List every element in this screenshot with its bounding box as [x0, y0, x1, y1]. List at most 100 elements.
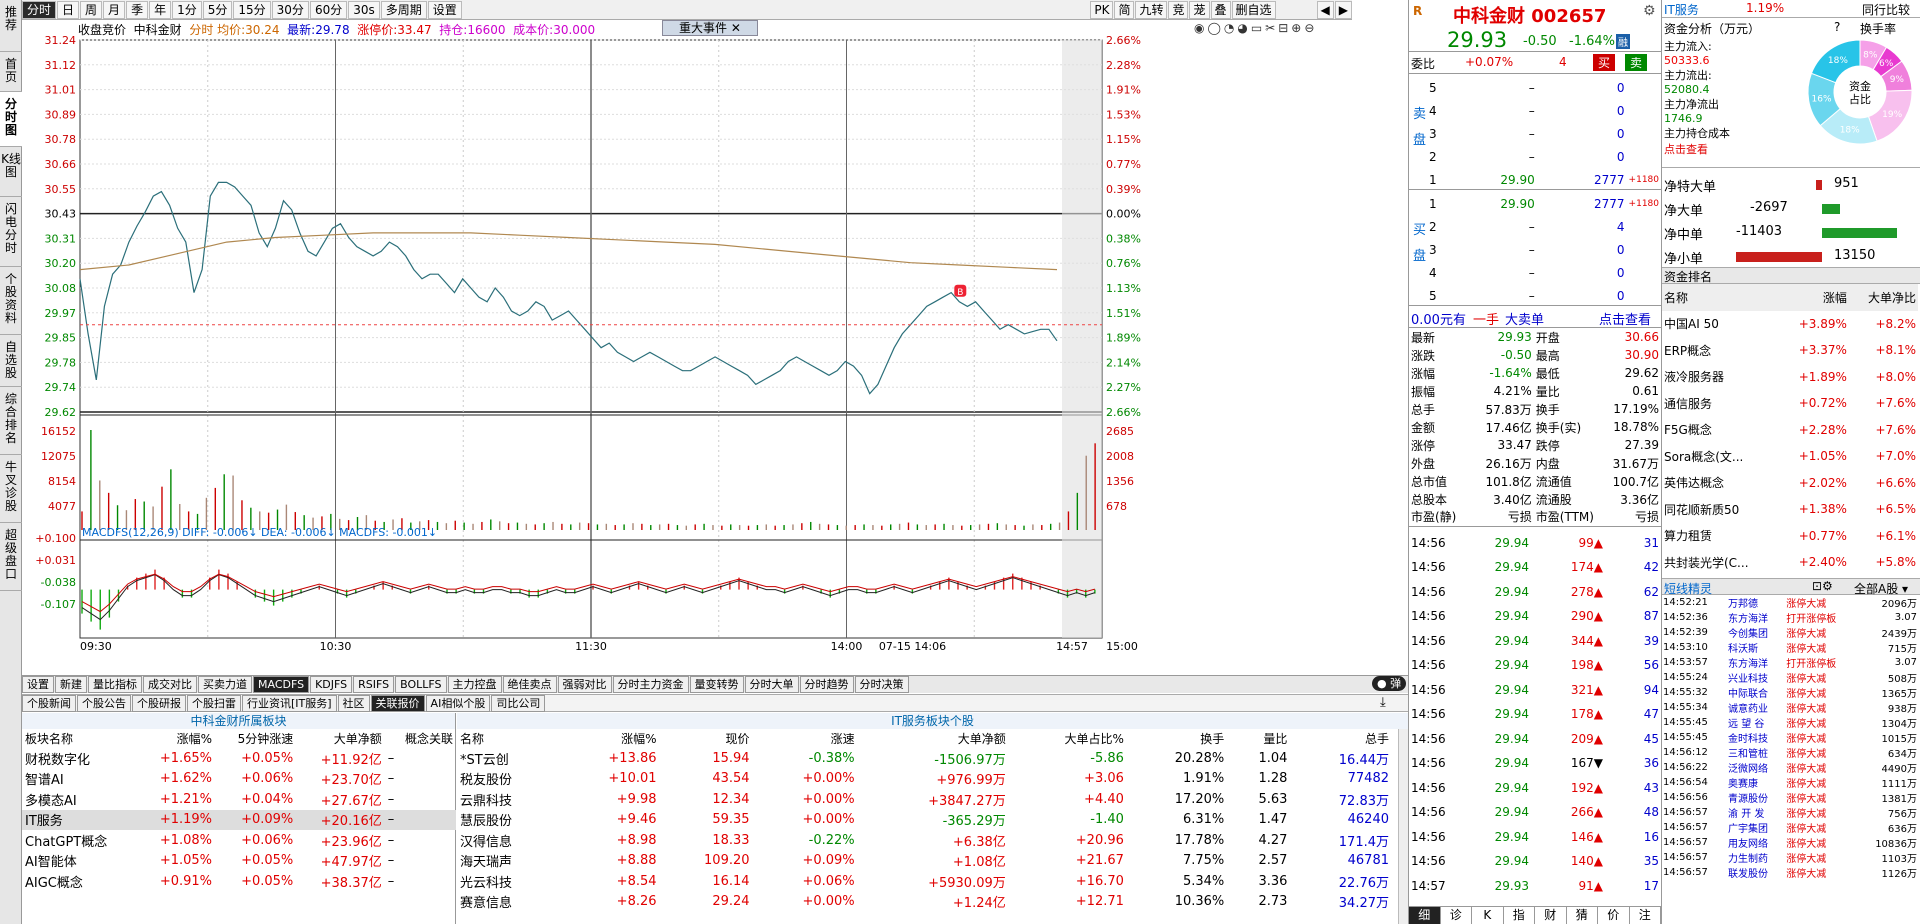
flow-detail-link[interactable]: 点击查看	[1664, 143, 1708, 156]
elf-filter[interactable]: 全部A股 ▾	[1854, 581, 1909, 596]
indicator-tab[interactable]: MACDFS	[253, 676, 310, 693]
sector-name[interactable]: IT服务	[1664, 3, 1699, 17]
table-row[interactable]: 光云科技 +8.54 16.14 +0.06% +5930.09万 +16.70 5.34%…	[457, 871, 1392, 892]
elf-row[interactable]: 14:56:56 青源股份 涨停大减 1381万	[1663, 791, 1917, 805]
rank-row[interactable]: ERP概念 +3.37% +8.1%	[1664, 343, 1916, 358]
elf-row[interactable]: 14:55:45 金时科技 涨停大减 1015万	[1663, 731, 1917, 745]
quote-tab[interactable]: 财	[1535, 907, 1567, 924]
view-big-orders-link[interactable]: 点击查看	[1599, 313, 1652, 328]
indicator-tab[interactable]: KDJFS	[310, 676, 353, 693]
elf-row[interactable]: 14:52:21 万邦德 涨停大减 2096万	[1663, 596, 1917, 610]
indicator-tab[interactable]: 量变转势	[689, 676, 744, 693]
elf-row[interactable]: 14:52:39 今创集团 涨停大减 2439万	[1663, 626, 1917, 640]
order-level[interactable]: 4–0	[1429, 265, 1625, 280]
period-tab[interactable]: 日	[57, 0, 80, 19]
period-tab[interactable]: 15分	[233, 0, 271, 19]
table-row[interactable]: 海天瑞声 +8.88 109.20 +0.09% +1.08亿 +21.67 7.75% 2.…	[457, 851, 1392, 872]
table-row[interactable]: 赛意信息 +8.26 29.24 +0.00% +1.24亿 +12.71 10.36% 2.…	[457, 892, 1392, 913]
table-row[interactable]: *ST云创 +13.86 15.94 -0.38% -1506.97万 -5.86 20.2…	[457, 748, 1392, 769]
nav-watchlist[interactable]: 自选股	[0, 335, 22, 387]
indicator-tab[interactable]: 分时趋势	[799, 676, 854, 693]
concept-link-cell[interactable]: –	[387, 812, 395, 828]
order-level[interactable]: 1 29.90 2777 +1180	[1429, 172, 1659, 187]
info-subtab[interactable]: 个股扫雷	[187, 695, 241, 712]
concept-link-cell[interactable]: –	[387, 771, 395, 787]
column-header[interactable]: 换手	[1200, 732, 1225, 746]
table-row[interactable]: 汉得信息 +8.98 18.33 -0.22% +6.38亿 +20.96 17.78% 4.…	[457, 830, 1392, 851]
tool-button[interactable]: 九转	[1135, 0, 1168, 19]
elf-row[interactable]: 14:56:57 联发股份 涨停大减 1126万	[1663, 866, 1917, 880]
concept-link-cell[interactable]: –	[387, 873, 395, 889]
prev-icon[interactable]: ◀	[1316, 0, 1334, 19]
tool-button[interactable]: 简	[1114, 0, 1135, 19]
rank-row[interactable]: 共封装光学(C... +2.40% +5.8%	[1664, 555, 1916, 570]
tool-button[interactable]: 叠	[1210, 0, 1231, 19]
help-icon[interactable]: ?	[1834, 20, 1841, 34]
order-level[interactable]: 3–0	[1429, 126, 1625, 141]
column-header[interactable]: 名称	[1664, 290, 1689, 305]
column-header[interactable]: 大单净额	[957, 732, 1006, 746]
table-row[interactable]: 税友股份 +10.01 43.54 +0.00% +976.99万 +3.06 1.91% 1…	[457, 769, 1392, 790]
concept-link-cell[interactable]: –	[387, 832, 395, 848]
sell-button[interactable]: 卖	[1625, 54, 1648, 71]
period-tab[interactable]: 60分	[309, 0, 348, 19]
nav-superbook[interactable]: 超级盘口	[0, 523, 22, 591]
column-header[interactable]: 概念关联	[404, 732, 453, 746]
period-tab[interactable]: 设置	[427, 0, 462, 19]
concept-link-cell[interactable]: –	[387, 853, 395, 869]
info-subtab[interactable]: 司比公司	[491, 695, 546, 712]
switch-link[interactable]: 换手率	[1860, 22, 1897, 36]
elf-row[interactable]: 14:56:57 用友网络 涨停大减 10836万	[1663, 836, 1917, 850]
elf-row[interactable]: 14:56:57 广宇集团 涨停大减 636万	[1663, 821, 1917, 835]
column-header[interactable]: 大单净额	[333, 732, 382, 746]
indicator-tab[interactable]: 绝佳卖点	[502, 676, 557, 693]
elf-row[interactable]: 14:55:34 诚意药业 涨停大减 938万	[1663, 701, 1917, 715]
indicator-tab[interactable]: 分时主力资金	[612, 676, 689, 693]
indicator-tab[interactable]: 分时大单	[744, 676, 799, 693]
period-tab[interactable]: 周	[80, 0, 103, 19]
info-subtab[interactable]: 个股新闻	[22, 695, 76, 712]
elf-row[interactable]: 14:53:10 科沃斯 涨停大减 715万	[1663, 641, 1917, 655]
tool-button[interactable]: PK	[1090, 0, 1114, 19]
quote-tab[interactable]: 指	[1504, 907, 1535, 924]
expand-icon[interactable]: ⊡⚙	[1812, 578, 1833, 593]
period-tab[interactable]: 季	[126, 0, 149, 19]
table-row[interactable]: AIGC概念 +0.91% +0.05% +38.37亿 –	[22, 871, 456, 892]
column-header[interactable]: 量比	[1263, 732, 1288, 746]
order-level[interactable]: 3–0	[1429, 242, 1625, 257]
info-subtab[interactable]: 个股研报	[132, 695, 186, 712]
concept-link-cell[interactable]: –	[387, 791, 395, 807]
order-level[interactable]: 1 29.90 2777 +1180	[1429, 196, 1659, 211]
table-row[interactable]: 慧辰股份 +9.46 59.35 +0.00% -365.29万 -1.40 6.31% 1.…	[457, 810, 1392, 831]
period-tab[interactable]: 1分	[172, 0, 202, 19]
concept-link-cell[interactable]: –	[387, 750, 395, 766]
order-level[interactable]: 2–0	[1429, 149, 1625, 164]
tool-button[interactable]: 删自选	[1231, 0, 1276, 19]
table-row[interactable]: 智谱AI +1.62% +0.06% +23.70亿 –	[22, 769, 456, 790]
column-header[interactable]: 大单占比%	[1064, 732, 1124, 746]
info-subtab[interactable]: 社区	[337, 695, 370, 712]
elf-row[interactable]: 14:55:24 兴业科技 涨停大减 508万	[1663, 671, 1917, 685]
nav-ranking[interactable]: 综合排名	[0, 387, 22, 455]
column-header[interactable]: 总手	[1364, 732, 1389, 746]
table-row[interactable]: IT服务 +1.19% +0.09% +20.16亿 –	[22, 809, 456, 830]
tool-button[interactable]: 竞	[1168, 0, 1189, 19]
rank-row[interactable]: 通信服务 +0.72% +7.6%	[1664, 396, 1916, 411]
indicator-tab[interactable]: 买卖力道	[198, 676, 252, 693]
nav-recommend[interactable]: 推荐	[0, 0, 22, 52]
elf-row[interactable]: 14:56:57 力生制药 涨停大减 1103万	[1663, 851, 1917, 865]
nav-home[interactable]: 首页	[0, 52, 22, 92]
quote-tab[interactable]: 细	[1409, 907, 1441, 924]
column-header[interactable]: 涨幅	[1822, 290, 1847, 305]
column-header[interactable]: 现价	[725, 732, 750, 746]
quote-tab[interactable]: 注	[1630, 907, 1661, 924]
info-subtab[interactable]: 个股公告	[77, 695, 131, 712]
indicator-tab[interactable]: 强弱对比	[557, 676, 612, 693]
table-row[interactable]: 财税数字化 +1.65% +0.05% +11.92亿 –	[22, 748, 456, 769]
order-level[interactable]: 4–0	[1429, 103, 1625, 118]
order-level[interactable]: 2–4	[1429, 219, 1625, 234]
order-level[interactable]: 5–0	[1429, 288, 1625, 303]
indicator-tab[interactable]: 设置	[22, 676, 54, 693]
indicator-tab[interactable]: RSIFS	[353, 676, 395, 693]
elf-row[interactable]: 14:53:57 东方海洋 打开涨停板 3.07	[1663, 656, 1917, 670]
